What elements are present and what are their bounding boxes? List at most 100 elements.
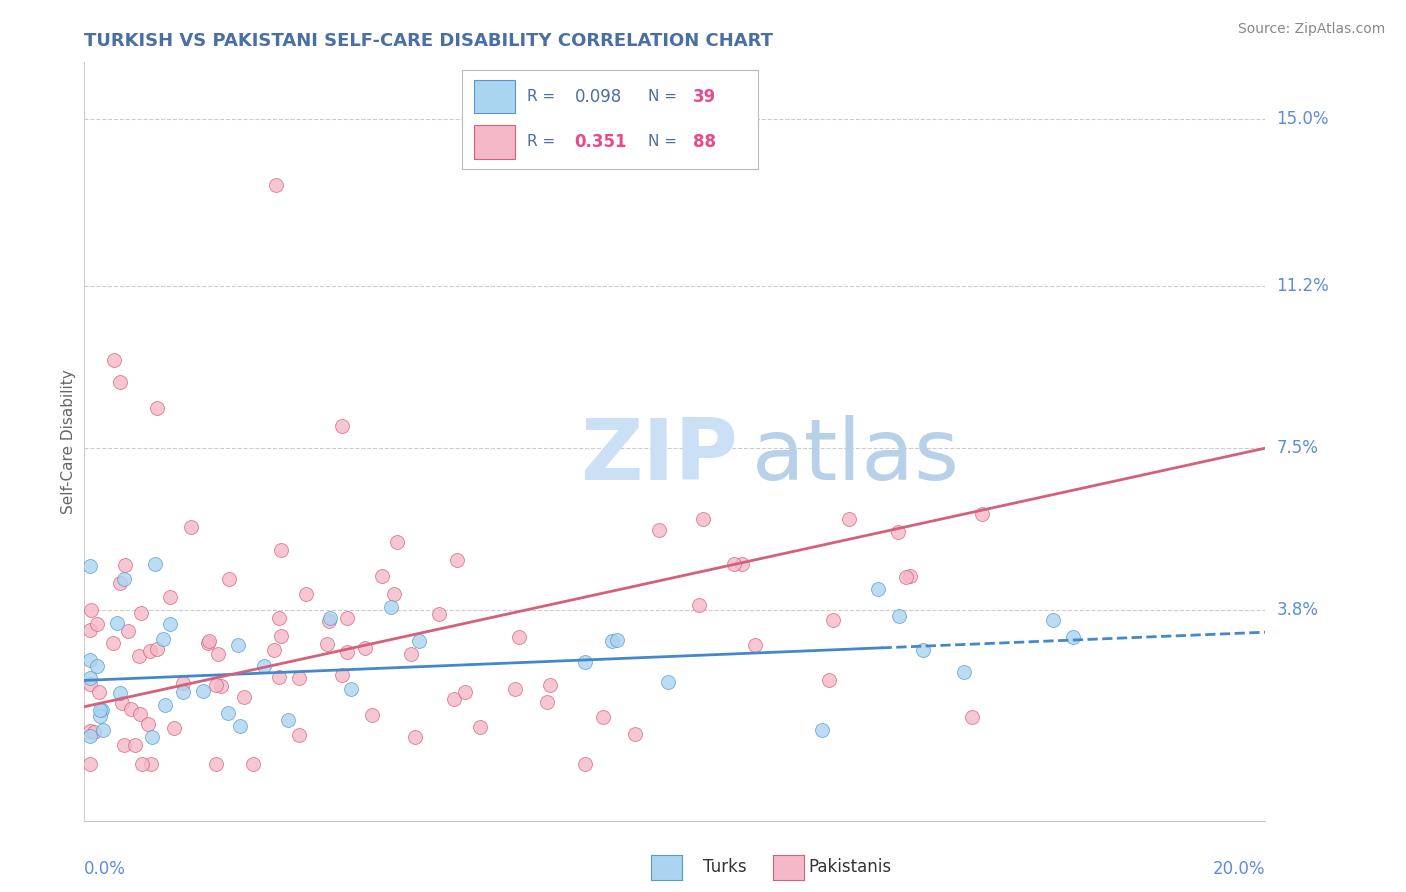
Point bbox=[79, 623, 101, 637]
Text: Turks: Turks bbox=[703, 858, 747, 876]
Point bbox=[89, 703, 111, 717]
Point bbox=[370, 569, 392, 583]
Point bbox=[162, 721, 184, 735]
Point bbox=[817, 673, 839, 687]
Point bbox=[172, 684, 194, 698]
Point bbox=[811, 723, 834, 737]
Point bbox=[692, 512, 714, 526]
Point bbox=[340, 681, 363, 696]
Point bbox=[209, 679, 232, 693]
Point bbox=[648, 523, 671, 537]
Point bbox=[960, 710, 983, 724]
Point bbox=[404, 730, 426, 744]
Point bbox=[129, 706, 152, 721]
Point bbox=[79, 559, 101, 574]
Point bbox=[120, 701, 142, 715]
Point bbox=[953, 665, 976, 679]
Point bbox=[86, 617, 108, 632]
Point bbox=[896, 570, 918, 584]
Point bbox=[136, 716, 159, 731]
Point bbox=[128, 649, 150, 664]
Point bbox=[79, 671, 101, 685]
Point bbox=[1062, 630, 1084, 644]
Point bbox=[385, 534, 408, 549]
Text: atlas: atlas bbox=[752, 415, 960, 499]
Point bbox=[887, 609, 910, 624]
Point bbox=[79, 729, 101, 743]
Point bbox=[89, 709, 111, 723]
Point bbox=[253, 659, 276, 673]
Point bbox=[172, 675, 194, 690]
Point bbox=[657, 675, 679, 690]
Point bbox=[446, 553, 468, 567]
Point bbox=[380, 599, 402, 614]
Point bbox=[79, 723, 101, 738]
Point bbox=[129, 606, 152, 620]
Point bbox=[112, 738, 135, 752]
Point bbox=[141, 730, 163, 744]
Point bbox=[315, 637, 337, 651]
Point bbox=[574, 756, 596, 771]
Point bbox=[155, 698, 177, 712]
Point bbox=[79, 756, 101, 771]
Point bbox=[180, 519, 202, 533]
Text: ZIP: ZIP bbox=[581, 415, 738, 499]
Point bbox=[139, 643, 162, 657]
Point bbox=[83, 725, 105, 739]
Text: 7.5%: 7.5% bbox=[1277, 439, 1319, 457]
Point bbox=[198, 634, 221, 648]
Point bbox=[866, 582, 889, 596]
Point bbox=[264, 178, 287, 193]
Point bbox=[103, 353, 125, 368]
Point bbox=[624, 727, 647, 741]
Y-axis label: Self-Care Disability: Self-Care Disability bbox=[60, 369, 76, 514]
Point bbox=[218, 573, 240, 587]
Point bbox=[146, 401, 169, 416]
Point bbox=[408, 633, 430, 648]
Point bbox=[117, 624, 139, 638]
Point bbox=[354, 641, 377, 656]
Point bbox=[823, 613, 845, 627]
Point bbox=[1042, 613, 1064, 627]
Point bbox=[80, 603, 103, 617]
Point bbox=[536, 695, 558, 709]
Point bbox=[112, 572, 135, 586]
Point bbox=[592, 710, 614, 724]
Point bbox=[191, 683, 214, 698]
Text: 15.0%: 15.0% bbox=[1277, 111, 1329, 128]
Point bbox=[319, 610, 342, 624]
Point bbox=[141, 756, 163, 771]
Point bbox=[143, 557, 166, 571]
Point bbox=[399, 647, 422, 661]
Point bbox=[89, 685, 111, 699]
Text: Source: ZipAtlas.com: Source: ZipAtlas.com bbox=[1237, 22, 1385, 37]
Point bbox=[330, 419, 353, 434]
Point bbox=[270, 543, 292, 558]
Point bbox=[146, 641, 169, 656]
Point bbox=[204, 756, 226, 771]
Text: 20.0%: 20.0% bbox=[1213, 860, 1265, 878]
Point bbox=[730, 558, 752, 572]
Point bbox=[233, 690, 256, 704]
Point bbox=[269, 670, 291, 684]
Point bbox=[277, 714, 299, 728]
Point bbox=[318, 614, 340, 628]
Point bbox=[470, 720, 492, 734]
Point bbox=[105, 616, 128, 631]
Text: TURKISH VS PAKISTANI SELF-CARE DISABILITY CORRELATION CHART: TURKISH VS PAKISTANI SELF-CARE DISABILIT… bbox=[84, 32, 773, 50]
Point bbox=[600, 634, 623, 648]
Point bbox=[288, 671, 311, 685]
Point bbox=[79, 652, 101, 666]
Point bbox=[228, 719, 250, 733]
Point bbox=[744, 638, 766, 652]
Point bbox=[574, 655, 596, 669]
Point bbox=[263, 642, 285, 657]
Point bbox=[453, 684, 475, 698]
Point bbox=[197, 636, 219, 650]
Point bbox=[159, 591, 181, 605]
Point bbox=[111, 696, 134, 710]
Text: 0.0%: 0.0% bbox=[84, 860, 127, 878]
Point bbox=[159, 617, 181, 632]
Text: 11.2%: 11.2% bbox=[1277, 277, 1329, 295]
Point bbox=[606, 632, 628, 647]
